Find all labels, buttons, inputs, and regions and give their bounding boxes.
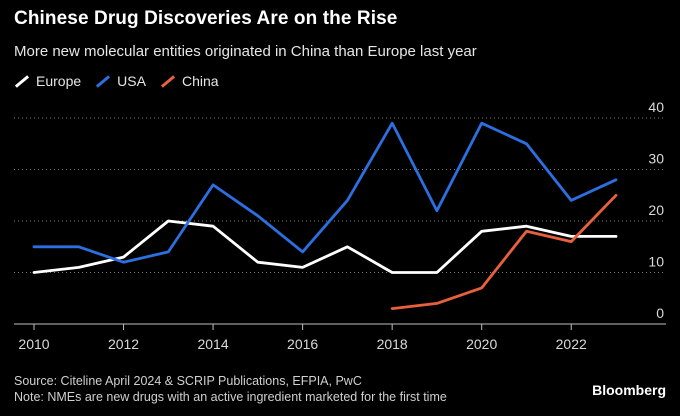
source-note: Source: Citeline April 2024 & SCRIP Publ… (14, 374, 362, 388)
legend-label-china: China (181, 73, 219, 89)
series-line-china (390, 193, 618, 311)
bloomberg-logo: Bloomberg (592, 382, 666, 398)
y-tick-label: 30 (648, 151, 664, 167)
y-tick-label: 10 (648, 254, 664, 270)
legend: Europe USA China (14, 73, 219, 89)
series-lines (32, 121, 618, 311)
chart-subtitle: More new molecular entities originated i… (14, 43, 477, 60)
legend-item-usa: USA (95, 73, 146, 89)
y-tick-label: 20 (648, 202, 664, 218)
series-line-europe (32, 219, 618, 274)
x-tick-label: 2010 (18, 336, 49, 352)
chart-title: Chinese Drug Discoveries Are on the Rise (14, 8, 398, 29)
x-tick-label: 2016 (287, 336, 318, 352)
footer: Source: Citeline April 2024 & SCRIP Publ… (14, 373, 447, 405)
x-tick-label: 2022 (556, 336, 587, 352)
legend-label-usa: USA (117, 73, 146, 89)
x-tick-label: 2020 (466, 336, 497, 352)
legend-label-europe: Europe (36, 73, 82, 89)
x-axis: 2010 2012 2014 2016 2018 2020 2022 (14, 323, 666, 352)
definition-note: Note: NMEs are new drugs with an active … (14, 390, 447, 404)
legend-item-china: China (160, 73, 219, 89)
y-tick-label: 40 (648, 99, 664, 115)
x-tick-label: 2018 (377, 336, 408, 352)
x-tick-label: 2014 (197, 336, 228, 352)
legend-item-europe: Europe (14, 73, 81, 89)
y-tick-label: 0 (656, 305, 664, 321)
x-tick-label: 2012 (108, 336, 139, 352)
y-axis-ticks: 0 10 20 30 40 (648, 99, 664, 321)
series-line-usa (32, 121, 618, 264)
gridlines (14, 117, 666, 273)
